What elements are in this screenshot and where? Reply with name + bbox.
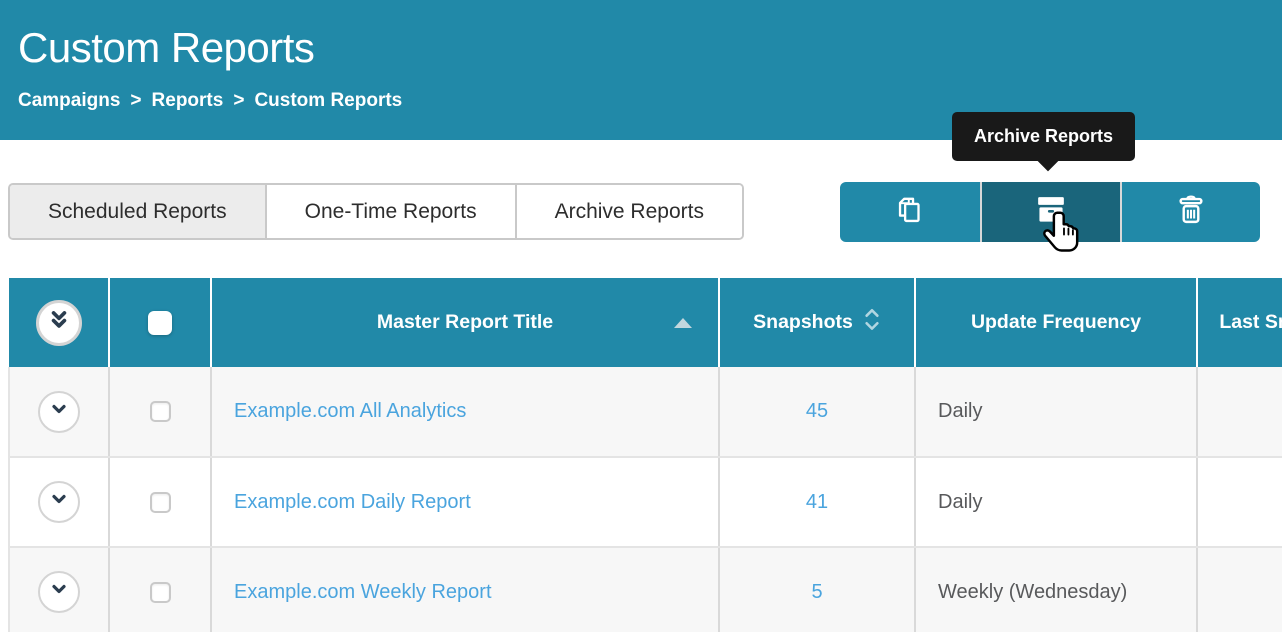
snapshots-cell: 5 (719, 547, 916, 632)
expand-row-button[interactable] (38, 390, 80, 433)
chevron-down-icon (47, 487, 71, 517)
double-chevron-down-icon (46, 307, 72, 339)
table-row: Example.com Weekly Report 5 Weekly (Wedn… (8, 547, 1282, 632)
column-label: Snapshots (753, 311, 853, 333)
column-header-master-report-title[interactable]: Master Report Title (211, 278, 720, 367)
column-label: Last Snapshot (1219, 311, 1282, 333)
column-header-last-snapshot[interactable]: Last Snapshot (1197, 278, 1282, 367)
chevron-down-icon (47, 577, 71, 607)
snapshots-cell: 41 (719, 457, 916, 548)
tab-scheduled-reports[interactable]: Scheduled Reports (10, 185, 265, 238)
update-frequency-cell: Weekly (Wednesday) (915, 547, 1198, 632)
update-frequency-cell: Daily (915, 457, 1198, 548)
expand-row-button[interactable] (38, 481, 80, 523)
page-header: Custom Reports Campaigns > Reports > Cus… (0, 0, 1282, 140)
table-row: Example.com Daily Report 41 Daily (8, 457, 1282, 548)
tab-one-time-reports[interactable]: One-Time Reports (264, 185, 515, 238)
archive-reports-tooltip: Archive Reports (952, 112, 1136, 172)
breadcrumb-separator: > (130, 90, 142, 111)
report-title-cell: Example.com Daily Report (211, 457, 720, 548)
select-all-checkbox[interactable] (148, 310, 172, 335)
column-label: Update Frequency (970, 311, 1142, 333)
select-cell (109, 457, 212, 548)
select-cell (109, 547, 212, 632)
column-header-snapshots[interactable]: Snapshots (719, 278, 916, 367)
expand-cell (8, 367, 110, 458)
snapshots-cell: 45 (719, 367, 916, 458)
row-checkbox[interactable] (149, 491, 171, 513)
row-checkbox[interactable] (149, 401, 171, 422)
breadcrumb-custom-reports[interactable]: Custom Reports (254, 90, 403, 111)
tooltip-arrow-icon (1036, 148, 1060, 172)
report-title-link[interactable]: Example.com Daily Report (234, 490, 471, 513)
snapshots-count-link[interactable]: 41 (805, 490, 829, 513)
archive-reports-button[interactable] (980, 182, 1120, 242)
report-title-link[interactable]: Example.com Weekly Report (234, 580, 492, 603)
breadcrumb-separator: > (233, 90, 245, 111)
page-title: Custom Reports (18, 24, 315, 71)
report-type-tabs: Scheduled Reports One-Time Reports Archi… (8, 183, 744, 240)
column-header-update-frequency[interactable]: Update Frequency (915, 278, 1198, 367)
report-actions-toolbar (840, 182, 1260, 242)
snapshots-count-link[interactable]: 5 (811, 580, 823, 603)
expand-cell (8, 547, 110, 632)
table-row: Example.com All Analytics 45 Daily (8, 367, 1282, 458)
sort-toggle-icon (863, 306, 881, 340)
expand-row-button[interactable] (38, 571, 80, 613)
breadcrumb-reports[interactable]: Reports (151, 90, 224, 111)
last-snapshot-cell (1197, 457, 1282, 548)
archive-box-icon (1033, 192, 1069, 233)
tooltip-text: Archive Reports (974, 126, 1114, 146)
snapshots-count-link[interactable]: 45 (805, 400, 829, 422)
delete-reports-button[interactable] (1120, 182, 1260, 242)
table-header-row: Master Report Title Snapshots (9, 278, 1282, 367)
update-frequency-cell: Daily (915, 367, 1198, 458)
copy-reports-button[interactable] (840, 182, 980, 242)
header-select-all-cell (109, 278, 212, 367)
report-title-cell: Example.com All Analytics (211, 367, 720, 458)
last-snapshot-cell (1197, 547, 1282, 632)
sort-ascending-icon (674, 317, 692, 328)
column-label: Master Report Title (376, 311, 554, 333)
row-checkbox[interactable] (149, 581, 171, 603)
tab-archive-reports[interactable]: Archive Reports (514, 185, 742, 238)
breadcrumb: Campaigns > Reports > Custom Reports (18, 90, 402, 112)
copy-reports-icon (893, 193, 927, 232)
report-title-cell: Example.com Weekly Report (211, 547, 720, 632)
trash-icon (1174, 193, 1208, 232)
breadcrumb-campaigns[interactable]: Campaigns (18, 90, 121, 111)
expand-cell (8, 457, 110, 548)
chevron-down-icon (47, 397, 71, 427)
last-snapshot-cell (1197, 367, 1282, 458)
report-title-link[interactable]: Example.com All Analytics (234, 400, 467, 422)
reports-table: Master Report Title Snapshots (8, 278, 1282, 632)
select-cell (109, 367, 212, 458)
expand-all-button[interactable] (35, 299, 82, 346)
header-expand-all-cell (9, 278, 110, 367)
